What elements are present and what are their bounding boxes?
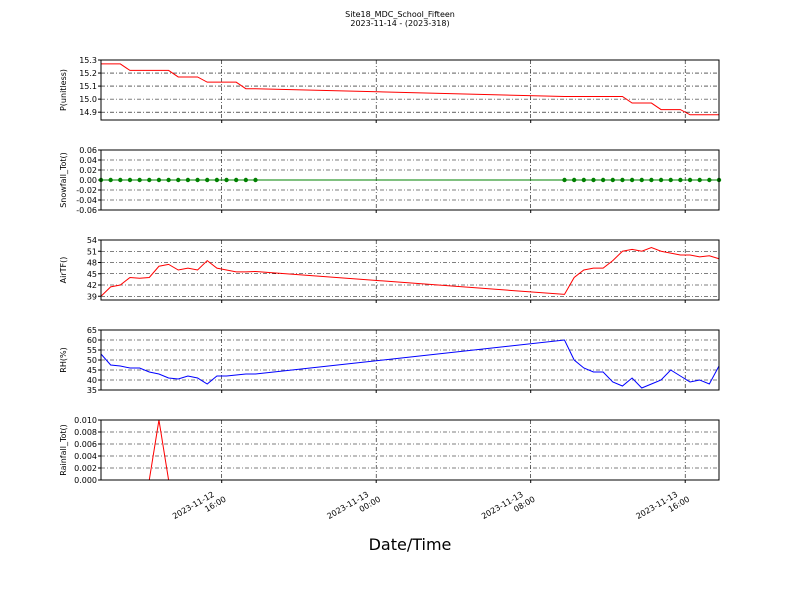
data-point bbox=[137, 177, 142, 183]
y-tick-label: 35 bbox=[87, 386, 97, 395]
y-tick-label: 60 bbox=[87, 336, 97, 345]
x-tick-label: 2023-11-1308:00 bbox=[480, 486, 537, 530]
y-tick-label: 54 bbox=[87, 236, 97, 245]
y-tick-label: 15.2 bbox=[79, 69, 97, 78]
y-tick-label: -0.04 bbox=[76, 196, 97, 205]
y-axis-label: Snowfall_Tot() bbox=[59, 152, 68, 208]
data-line bbox=[100, 339, 720, 389]
data-line bbox=[100, 246, 720, 297]
y-tick-label: 0.000 bbox=[74, 476, 97, 485]
plot-frame bbox=[100, 329, 720, 391]
data-point bbox=[562, 177, 567, 183]
y-tick-label: 42 bbox=[87, 281, 97, 290]
chart-title: Site18_MDC_School_Fifteen bbox=[345, 10, 455, 19]
x-tick-label: 2023-11-1316:00 bbox=[635, 486, 692, 530]
y-tick-label: 0.00 bbox=[79, 176, 97, 185]
data-point bbox=[108, 177, 113, 183]
y-axis-label: Rainfall_Tot() bbox=[59, 424, 68, 476]
data-point bbox=[185, 177, 191, 183]
data-point bbox=[243, 177, 249, 183]
x-axis-label: Date/Time bbox=[369, 535, 452, 554]
data-point bbox=[156, 177, 162, 183]
data-point bbox=[205, 177, 210, 183]
data-point bbox=[678, 177, 683, 183]
data-point bbox=[127, 177, 133, 183]
y-axis-label: RH(%) bbox=[59, 347, 68, 372]
data-point bbox=[224, 177, 229, 183]
y-tick-label: 39 bbox=[87, 292, 97, 301]
data-point bbox=[214, 177, 220, 183]
data-point bbox=[600, 177, 606, 183]
data-point bbox=[658, 177, 664, 183]
y-tick-label: 50 bbox=[87, 356, 97, 365]
y-axis-label: AirTF() bbox=[59, 257, 68, 284]
data-point bbox=[253, 177, 258, 183]
y-tick-label: 0.06 bbox=[79, 146, 97, 155]
y-tick-label: 14.9 bbox=[79, 108, 97, 117]
y-tick-label: 15.0 bbox=[79, 95, 97, 104]
y-tick-label: -0.02 bbox=[76, 186, 97, 195]
y-tick-label: 0.006 bbox=[74, 440, 97, 449]
y-tick-label: 51 bbox=[87, 247, 97, 256]
y-tick-label: -0.06 bbox=[76, 206, 97, 215]
plot-frame bbox=[100, 419, 720, 481]
data-point bbox=[581, 177, 587, 183]
y-tick-label: 40 bbox=[87, 376, 97, 385]
y-axis-label: P(unitless) bbox=[59, 69, 68, 111]
data-point bbox=[687, 177, 693, 183]
y-tick-label: 15.3 bbox=[79, 56, 97, 65]
y-tick-label: 65 bbox=[87, 326, 97, 335]
y-tick-label: 48 bbox=[87, 259, 97, 268]
y-tick-label: 0.004 bbox=[74, 452, 97, 461]
data-point bbox=[195, 177, 200, 183]
plot-frame bbox=[100, 239, 720, 301]
data-point bbox=[591, 177, 596, 183]
data-point bbox=[629, 177, 635, 183]
y-tick-label: 0.008 bbox=[74, 428, 97, 437]
plot-frame bbox=[100, 149, 720, 211]
plot-frame bbox=[100, 59, 720, 121]
data-point bbox=[610, 177, 615, 183]
data-point bbox=[707, 177, 712, 183]
x-tick-label: 2023-11-1300:00 bbox=[326, 486, 383, 530]
data-point bbox=[697, 177, 702, 183]
y-tick-label: 0.010 bbox=[74, 416, 97, 425]
data-point bbox=[118, 177, 123, 183]
y-tick-label: 45 bbox=[87, 366, 97, 375]
data-point bbox=[649, 177, 654, 183]
data-point bbox=[571, 177, 577, 183]
data-point bbox=[147, 177, 152, 183]
y-tick-label: 15.1 bbox=[79, 82, 97, 91]
data-point bbox=[166, 177, 171, 183]
data-line bbox=[101, 63, 719, 116]
data-point bbox=[620, 177, 625, 183]
y-tick-label: 0.002 bbox=[74, 464, 97, 473]
chart-subtitle: 2023-11-14 - (2023-318) bbox=[350, 19, 449, 28]
data-point bbox=[639, 177, 644, 183]
data-point bbox=[176, 177, 181, 183]
x-tick-label: 2023-11-1216:00 bbox=[171, 486, 228, 530]
data-line bbox=[101, 419, 719, 481]
data-point bbox=[233, 177, 239, 183]
data-point bbox=[668, 177, 673, 183]
y-tick-label: 0.04 bbox=[79, 156, 97, 165]
y-tick-label: 45 bbox=[87, 270, 97, 279]
y-tick-label: 0.02 bbox=[79, 166, 97, 175]
y-tick-label: 55 bbox=[87, 346, 97, 355]
